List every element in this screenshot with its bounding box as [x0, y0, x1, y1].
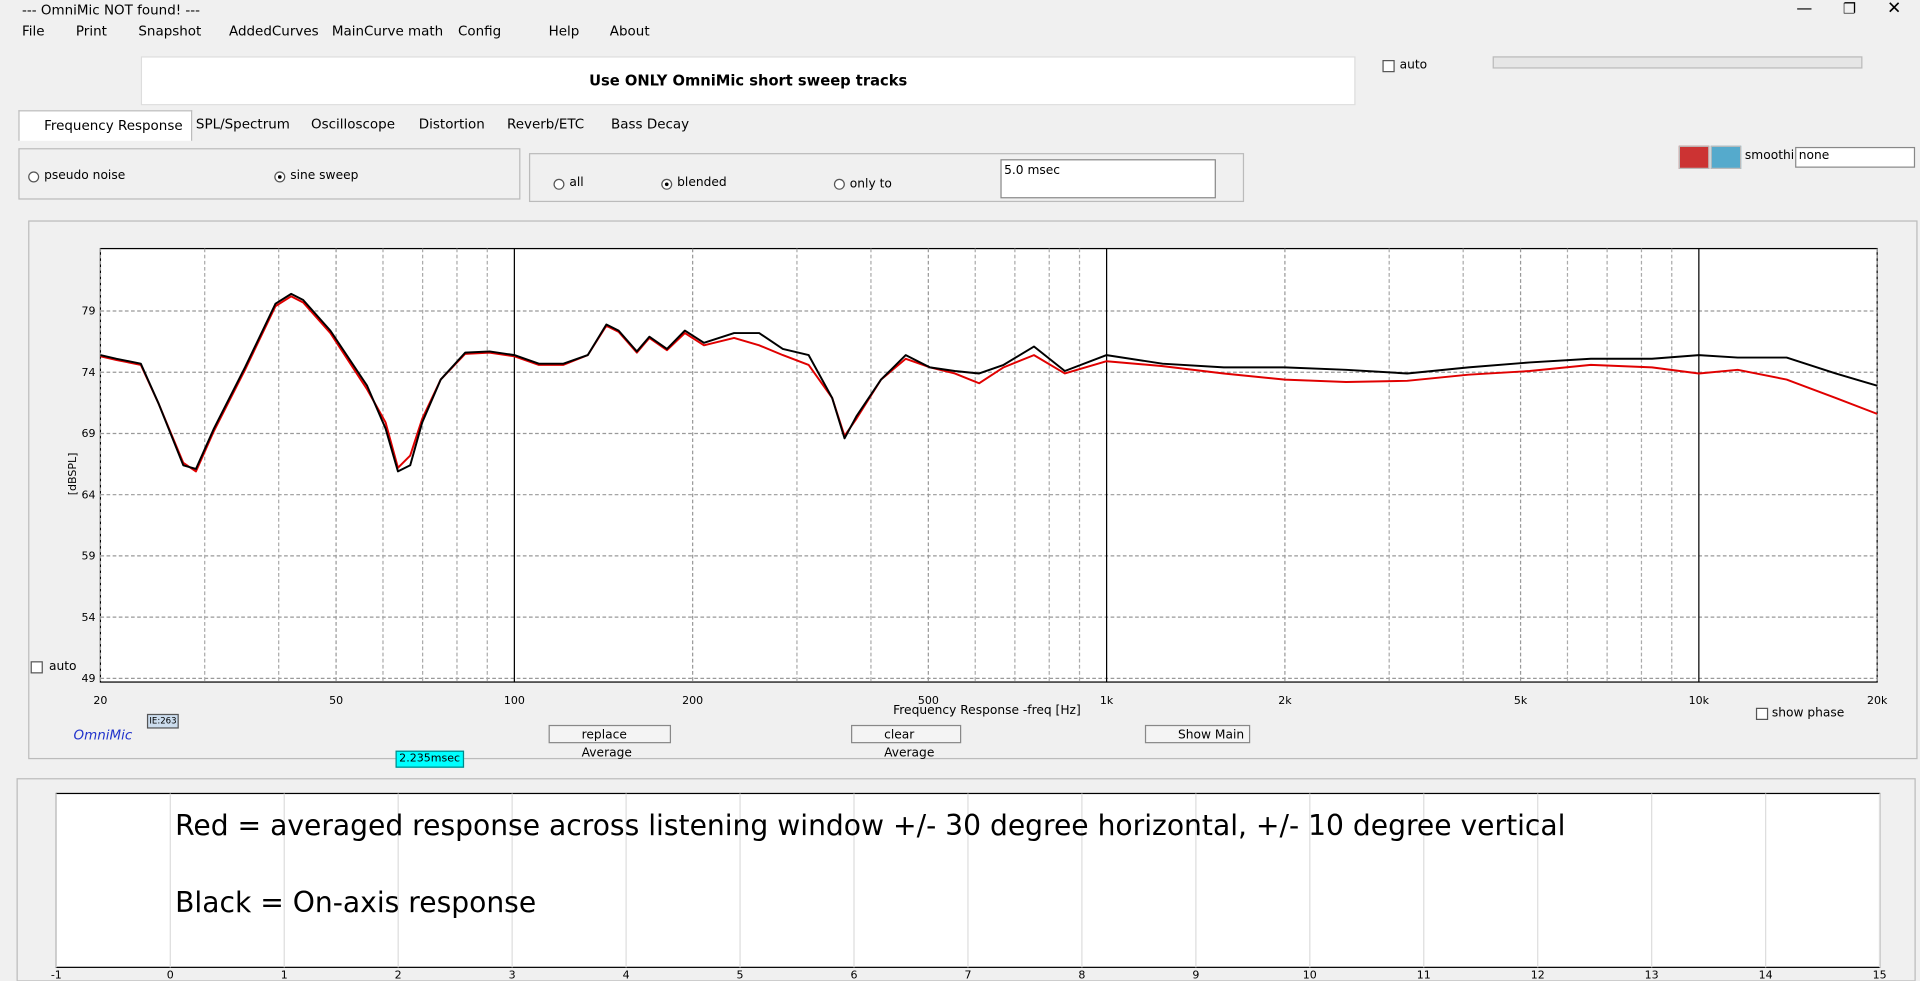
checkbox[interactable] — [1755, 707, 1769, 721]
text-field-value: 5.0 msec — [1004, 164, 1061, 178]
y-tick-label: 79 — [81, 305, 95, 318]
x-tick-label: 2k — [1278, 694, 1292, 707]
x-tick-label: 1k — [1100, 694, 1114, 707]
banner: Use ONLY OmniMic short sweep tracks — [589, 72, 908, 90]
lower-tick-label: 0 — [167, 968, 174, 980]
show-main-button[interactable]: Show Main — [1144, 724, 1251, 744]
radio[interactable] — [661, 178, 673, 190]
tab[interactable]: SPL/Spectrum — [195, 116, 290, 133]
x-tick-label: 5k — [1514, 694, 1528, 707]
checkbox-label: show phase — [1771, 706, 1845, 721]
radio-label: blended — [677, 176, 727, 190]
lower-tick-label: 10 — [1303, 968, 1317, 980]
brand: OmniMic — [73, 727, 133, 744]
window-title: --- OmniMic NOT found! --- — [22, 2, 201, 19]
menu-item[interactable]: MainCurve math — [331, 23, 444, 40]
lower-tick-label: 7 — [964, 968, 971, 980]
text-field[interactable] — [1000, 159, 1216, 199]
y-tick-label: 64 — [81, 488, 95, 501]
x-tick-label: 500 — [918, 694, 939, 707]
dropdown-value: none — [1798, 149, 1830, 163]
lower-tick-label: 5 — [737, 968, 744, 980]
smoothing-label: smoothing — [1744, 149, 1810, 163]
tab[interactable]: Reverb/ETC — [506, 116, 585, 133]
checkbox-label: auto — [48, 660, 77, 674]
menu-item[interactable]: Snapshot — [138, 23, 202, 40]
banner-box — [140, 56, 1356, 106]
menu-item[interactable]: Print — [75, 23, 107, 40]
x-tick-label: 100 — [504, 694, 525, 707]
checkbox-label: auto — [1399, 58, 1428, 73]
x-axis-label: Frequency Response -freq [Hz] — [893, 703, 1081, 717]
lower-tick-label: 4 — [623, 968, 630, 980]
tab[interactable]: Distortion — [418, 116, 485, 133]
lower-tick-label: 11 — [1417, 968, 1431, 980]
lower-tick-label: 9 — [1192, 968, 1199, 980]
tab[interactable]: Oscilloscope — [311, 116, 396, 133]
annotation: Black = On-axis response — [175, 886, 536, 919]
radio[interactable] — [833, 178, 845, 190]
replace-average-button[interactable]: replace Average — [548, 724, 672, 760]
ie-label: IE:263 — [146, 713, 180, 729]
lower-tick-label: 6 — [850, 968, 857, 980]
y-tick-label: 54 — [81, 611, 95, 624]
menu-item[interactable]: Help — [548, 23, 580, 40]
lower-tick-label: 1 — [281, 968, 288, 980]
tab[interactable]: Frequency Response — [18, 110, 193, 141]
x-tick-label: 20 — [93, 694, 107, 707]
x-tick-label: 200 — [682, 694, 703, 707]
y-axis-label: [dBSPL] — [66, 453, 79, 496]
icon-button[interactable] — [1678, 145, 1710, 169]
series-line — [100, 292, 1878, 473]
menu-item[interactable]: File — [22, 23, 45, 40]
checkbox[interactable] — [1382, 60, 1395, 73]
lower-tick-label: 13 — [1645, 968, 1659, 980]
time-marker: 2.235msec — [395, 750, 464, 768]
x-tick-label: 50 — [329, 694, 343, 707]
y-tick-label: 69 — [81, 427, 95, 440]
radio[interactable] — [274, 171, 286, 183]
lower-tick-label: 8 — [1078, 968, 1085, 980]
lower-tick-label: 2 — [395, 968, 402, 980]
menu-item[interactable]: About — [609, 23, 650, 40]
series-line — [100, 295, 1878, 473]
icon-button[interactable] — [1710, 145, 1742, 169]
radio-label: sine sweep — [290, 168, 359, 183]
lower-tick-label: 12 — [1531, 968, 1545, 980]
radio[interactable] — [28, 171, 40, 183]
annotation: Red = averaged response across listening… — [175, 809, 1565, 842]
tab[interactable]: Bass Decay — [611, 116, 690, 133]
radio-label: only to — [849, 177, 892, 192]
x-tick-label: 20k — [1867, 694, 1888, 707]
y-tick-label: 59 — [81, 550, 95, 563]
dropdown[interactable] — [1795, 146, 1916, 168]
close[interactable]: ✕ — [1886, 0, 1902, 19]
clear-average-button[interactable]: clear Average — [851, 724, 962, 760]
menu-item[interactable]: Config — [457, 23, 502, 40]
y-tick-label: 49 — [81, 672, 95, 685]
x-tick-label: 10k — [1689, 694, 1710, 707]
checkbox[interactable] — [30, 661, 43, 674]
slider[interactable] — [1492, 56, 1863, 69]
radio-label: pseudo noise — [44, 168, 126, 183]
radio[interactable] — [553, 178, 565, 190]
lower-tick-label: -1 — [51, 968, 62, 980]
y-tick-label: 74 — [81, 366, 95, 379]
lower-tick-label: 15 — [1873, 968, 1887, 980]
lower-tick-label: 3 — [509, 968, 516, 980]
minimize[interactable]: — — [1796, 0, 1813, 19]
radio-label: all — [569, 176, 584, 190]
lower-tick-label: 14 — [1759, 968, 1773, 980]
restore[interactable]: ❐ — [1842, 0, 1857, 18]
menu-item[interactable]: AddedCurves — [228, 23, 319, 40]
signal-group — [18, 148, 521, 200]
